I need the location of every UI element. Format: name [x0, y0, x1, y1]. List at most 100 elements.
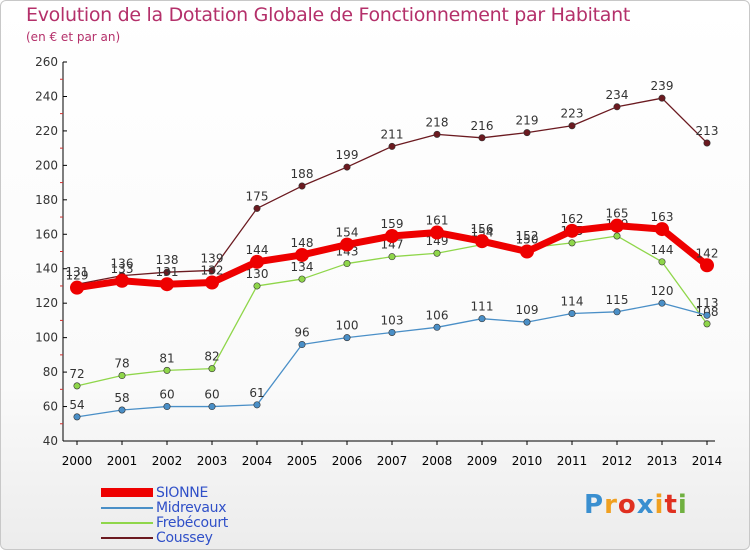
data-label-midrevaux: 115	[606, 293, 629, 307]
data-label-sionne: 162	[561, 212, 584, 226]
y-tick-label: 200	[35, 158, 58, 172]
data-point-coussey	[613, 103, 621, 111]
data-label-sionne: 132	[201, 264, 224, 278]
y-tick-label: 140	[35, 262, 58, 276]
legend-label: SIONNE	[156, 484, 209, 501]
y-tick-label: 80	[43, 365, 58, 379]
legend-item-sionne: SIONNE	[101, 484, 228, 501]
legend-label: Midrevaux	[156, 499, 227, 516]
data-point-freb-court	[298, 275, 306, 283]
data-label-sionne: 161	[426, 214, 449, 228]
logo-letter: x	[636, 490, 655, 520]
data-point-coussey	[388, 142, 396, 150]
data-label-midrevaux: 120	[651, 284, 674, 298]
x-tick-label: 2003	[197, 454, 228, 468]
data-label-freb-court: 149	[426, 234, 449, 248]
logo-letter: i	[677, 490, 688, 520]
data-label-midrevaux: 60	[204, 388, 219, 402]
data-point-freb-court	[73, 382, 81, 390]
chart-subtitle: (en € et par an)	[26, 30, 121, 44]
data-label-coussey: 131	[66, 265, 89, 279]
data-point-midrevaux	[568, 310, 576, 318]
data-label-coussey: 223	[561, 107, 584, 121]
data-label-coussey: 139	[201, 251, 224, 265]
data-label-freb-court: 144	[651, 243, 674, 257]
legend-item-frebecourt: Frebécourt	[101, 514, 228, 531]
data-point-midrevaux	[478, 315, 486, 323]
data-point-coussey	[703, 139, 711, 147]
data-point-coussey	[298, 182, 306, 190]
data-point-freb-court	[703, 320, 711, 328]
data-label-midrevaux: 113	[696, 296, 719, 310]
data-label-midrevaux: 111	[471, 300, 494, 314]
data-label-coussey: 138	[156, 253, 179, 267]
data-point-sionne	[700, 258, 714, 273]
data-point-sionne	[430, 225, 444, 240]
data-point-sionne	[610, 218, 624, 233]
data-label-coussey: 239	[651, 79, 674, 93]
data-label-sionne: 154	[336, 226, 359, 240]
data-label-freb-court: 82	[204, 350, 219, 364]
y-tick-label: 180	[35, 193, 58, 207]
proxiti-logo: Proxiti	[584, 490, 688, 520]
data-label-coussey: 213	[696, 124, 719, 138]
data-label-sionne: 133	[111, 262, 134, 276]
data-label-freb-court: 134	[291, 260, 314, 274]
logo-letter: t	[664, 490, 678, 520]
data-point-midrevaux	[118, 406, 126, 414]
x-tick-label: 2005	[287, 454, 318, 468]
y-tick-label: 60	[43, 400, 58, 414]
data-point-sionne	[295, 247, 309, 262]
data-label-freb-court: 130	[246, 267, 269, 281]
legend-swatch-coussey	[101, 536, 153, 539]
data-label-freb-court: 72	[69, 367, 84, 381]
data-label-midrevaux: 54	[69, 398, 84, 412]
data-point-midrevaux	[703, 311, 711, 319]
logo-letter: o	[617, 490, 637, 520]
data-label-sionne: 165	[606, 207, 629, 221]
data-point-coussey	[253, 204, 261, 212]
data-point-freb-court	[208, 365, 216, 373]
x-tick-label: 2013	[647, 454, 678, 468]
y-tick-label: 240	[35, 89, 58, 103]
data-point-freb-court	[118, 372, 126, 380]
y-tick-label: 120	[35, 296, 58, 310]
x-tick-label: 2010	[512, 454, 543, 468]
data-label-coussey: 234	[606, 88, 629, 102]
data-label-sionne: 142	[696, 246, 719, 260]
data-point-midrevaux	[163, 403, 171, 411]
data-label-midrevaux: 100	[336, 319, 359, 333]
data-point-freb-court	[658, 258, 666, 266]
data-point-midrevaux	[253, 401, 261, 409]
data-point-sionne	[205, 275, 219, 290]
legend-item-midrevaux: Midrevaux	[101, 499, 228, 516]
y-tick-label: 260	[35, 55, 58, 69]
legend-swatch-sionne	[101, 488, 153, 497]
data-point-sionne	[70, 280, 84, 295]
x-tick-label: 2006	[332, 454, 363, 468]
data-point-midrevaux	[208, 403, 216, 411]
data-label-sionne: 129	[66, 269, 89, 283]
data-label-coussey: 211	[381, 127, 404, 141]
data-point-freb-court	[253, 282, 261, 290]
data-label-coussey: 188	[291, 167, 314, 181]
legend-label: Coussey	[156, 529, 213, 546]
x-tick-label: 2012	[602, 454, 633, 468]
data-label-freb-court: 81	[159, 351, 174, 365]
data-point-sionne	[160, 277, 174, 292]
logo-letter: i	[654, 490, 665, 520]
x-tick-label: 2001	[107, 454, 138, 468]
data-label-midrevaux: 96	[294, 326, 309, 340]
data-point-coussey	[658, 94, 666, 102]
legend-label: Frebécourt	[156, 514, 228, 531]
data-label-freb-court: 154	[471, 226, 494, 240]
data-point-coussey	[523, 129, 531, 137]
legend-swatch-midrevaux	[101, 506, 153, 509]
data-point-midrevaux	[388, 328, 396, 336]
data-point-midrevaux	[343, 334, 351, 342]
data-label-midrevaux: 109	[516, 303, 539, 317]
data-point-midrevaux	[433, 323, 441, 331]
x-tick-label: 2000	[62, 454, 93, 468]
data-point-sionne	[340, 237, 354, 252]
data-label-freb-court: 152	[516, 229, 539, 243]
